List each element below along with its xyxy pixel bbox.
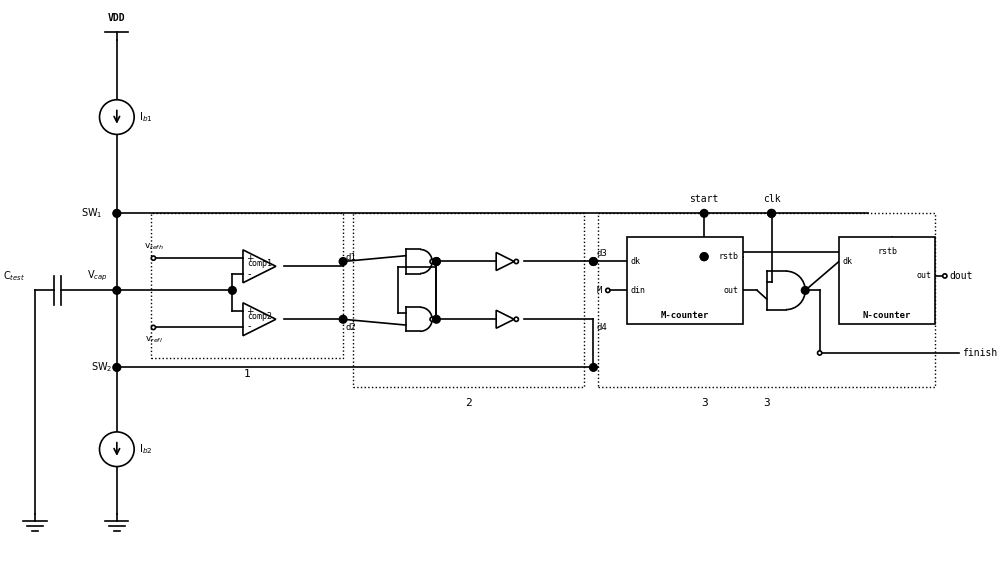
Circle shape [113, 364, 120, 371]
Text: SW$_2$: SW$_2$ [91, 361, 112, 374]
Circle shape [606, 288, 610, 292]
Text: dk: dk [843, 257, 853, 266]
Circle shape [943, 274, 947, 278]
Text: rstb: rstb [719, 252, 739, 261]
Text: din: din [631, 286, 646, 295]
Circle shape [768, 209, 775, 217]
Circle shape [590, 258, 597, 265]
Circle shape [768, 209, 775, 217]
Circle shape [700, 253, 708, 260]
Text: SW$_1$: SW$_1$ [81, 206, 102, 220]
Text: d3: d3 [596, 249, 607, 258]
Circle shape [229, 287, 236, 294]
Text: rstb: rstb [877, 247, 897, 256]
Text: -: - [248, 269, 251, 278]
Text: 3: 3 [763, 398, 770, 408]
Circle shape [700, 209, 708, 217]
Text: out: out [724, 286, 739, 295]
Text: I$_{b2}$: I$_{b2}$ [139, 443, 153, 456]
Bar [353, 213, 584, 387]
Text: dk: dk [631, 257, 641, 266]
Text: dout: dout [950, 271, 973, 281]
Circle shape [113, 210, 120, 217]
Text: 1: 1 [243, 369, 250, 379]
Bar [151, 213, 343, 358]
Text: +: + [246, 255, 253, 263]
Circle shape [113, 364, 121, 371]
Circle shape [590, 258, 597, 265]
Text: C$_{test}$: C$_{test}$ [3, 269, 25, 283]
Circle shape [433, 316, 440, 323]
Text: M-counter: M-counter [661, 311, 709, 320]
Circle shape [433, 258, 440, 265]
Text: clk: clk [763, 194, 780, 204]
Circle shape [100, 432, 134, 466]
Text: d2: d2 [346, 323, 357, 332]
Text: finish: finish [962, 348, 997, 358]
Circle shape [700, 253, 708, 260]
Bar [839, 237, 935, 324]
Circle shape [113, 209, 121, 217]
Circle shape [339, 316, 347, 323]
Text: +: + [246, 307, 253, 317]
Bar [598, 213, 935, 387]
Circle shape [514, 259, 518, 264]
Circle shape [339, 258, 347, 265]
Text: V$_{cap}$: V$_{cap}$ [87, 269, 107, 282]
Text: out: out [916, 271, 931, 281]
Circle shape [151, 256, 156, 260]
Circle shape [514, 317, 518, 321]
Text: N-counter: N-counter [863, 311, 911, 320]
Text: d4: d4 [596, 323, 607, 332]
Text: start: start [689, 194, 719, 204]
Circle shape [113, 287, 121, 294]
Text: v$_{refl}$: v$_{refl}$ [145, 335, 162, 345]
Circle shape [433, 258, 440, 265]
Text: -: - [248, 321, 251, 332]
Circle shape [151, 325, 156, 329]
Text: VDD: VDD [108, 13, 126, 23]
Bar [627, 237, 743, 324]
Circle shape [430, 317, 434, 321]
Circle shape [702, 211, 706, 216]
Circle shape [769, 211, 774, 216]
Circle shape [430, 259, 434, 264]
Circle shape [100, 100, 134, 135]
Text: comp2: comp2 [247, 312, 272, 321]
Text: 2: 2 [465, 398, 472, 408]
Text: 3: 3 [701, 398, 708, 408]
Circle shape [801, 287, 809, 294]
Text: M: M [597, 286, 602, 295]
Text: comp1: comp1 [247, 259, 272, 268]
Text: I$_{b1}$: I$_{b1}$ [139, 110, 153, 124]
Circle shape [590, 364, 597, 371]
Text: d1: d1 [346, 253, 357, 263]
Text: v$_{refh}$: v$_{refh}$ [144, 241, 163, 252]
Circle shape [818, 351, 822, 355]
